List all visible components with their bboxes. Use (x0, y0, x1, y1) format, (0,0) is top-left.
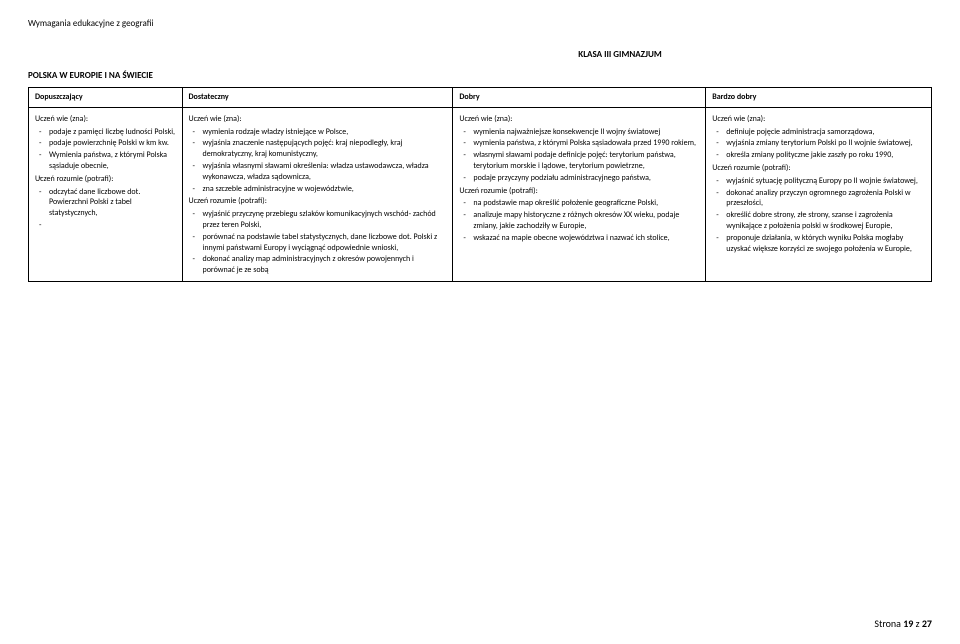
footer-prefix: Strona (874, 617, 903, 630)
wie-list: wymienia najważniejsze konsekwencje II w… (459, 127, 699, 184)
list-item: określić dobre strony, złe strony, szans… (712, 210, 925, 232)
cell-bardzo-dobry: Uczeń wie (zna): definiuje pojęcie admin… (706, 107, 932, 281)
rozumie-list: na podstawie map określić położenie geog… (459, 198, 699, 243)
list-item: dokonać analizy przyczyn ogromnego zagro… (712, 188, 925, 210)
cell-dostateczny: Uczeń wie (zna): wymienia rodzaje władzy… (182, 107, 453, 281)
wie-list: wymienia rodzaje władzy istniejące w Pol… (189, 127, 447, 195)
list-item: wymienia najważniejsze konsekwencje II w… (459, 127, 699, 138)
klasa-title: KLASA III GIMNAZJUM (308, 49, 932, 60)
list-item: własnymi sławami podaje definicje pojęć:… (459, 150, 699, 172)
footer-page-num: 19 (903, 617, 913, 630)
list-item: analizuje mapy historyczne z różnych okr… (459, 210, 699, 232)
rozumie-list: odczytać dane liczbowe dot. Powierzchni … (35, 187, 176, 219)
list-item: wyjaśnić przyczynę przebiegu szlaków kom… (189, 209, 447, 231)
list-item: Wymienia państwa, z którymi Polska sąsia… (35, 150, 176, 172)
rozumie-list: wyjaśnić przyczynę przebiegu szlaków kom… (189, 209, 447, 276)
section-title: POLSKA W EUROPIE I NA ŚWIECIE (28, 70, 932, 81)
footer-page-total: 27 (922, 617, 932, 630)
col-header-dobry: Dobry (453, 88, 706, 108)
rozumie-label: Uczeń rozumie (potrafi): (459, 186, 699, 197)
list-item: wskazać na mapie obecne województwa i na… (459, 233, 699, 244)
col-header-dopuszczajacy: Dopuszczający (29, 88, 183, 108)
rozumie-label: Uczeń rozumie (potrafi): (35, 174, 176, 185)
rozumie-label: Uczeń rozumie (potrafi): (712, 163, 925, 174)
page-footer: Strona 19 z 27 (874, 617, 932, 630)
list-item: podaje powierzchnię Polski w km kw. (35, 138, 176, 149)
wie-label: Uczeń wie (zna): (189, 114, 447, 125)
list-item: podaje z pamięci liczbę ludności Polski, (35, 127, 176, 138)
list-item: wymienia państwa, z którymi Polska sąsia… (459, 138, 699, 149)
footer-mid: z (913, 617, 921, 630)
list-item: określa zmiany polityczne jakie zaszły p… (712, 150, 925, 161)
table-header-row: Dopuszczający Dostateczny Dobry Bardzo d… (29, 88, 932, 108)
list-item: odczytać dane liczbowe dot. Powierzchni … (35, 187, 176, 219)
list-item: zna szczeble administracyjne w województ… (189, 184, 447, 195)
wie-list: definiuje pojęcie administracja samorząd… (712, 127, 925, 161)
cell-dopuszczajacy: Uczeń wie (zna): podaje z pamięci liczbę… (29, 107, 183, 281)
cell-dobry: Uczeń wie (zna): wymienia najważniejsze … (453, 107, 706, 281)
list-item: dokonać analizy map administracyjnych z … (189, 254, 447, 276)
list-item: wyjaśnić sytuację polityczną Europy po I… (712, 176, 925, 187)
doc-header: Wymagania edukacyjne z geografii (28, 18, 932, 29)
list-item: proponuje działania, w których wyniku Po… (712, 233, 925, 255)
wie-label: Uczeń wie (zna): (712, 114, 925, 125)
wie-label: Uczeń wie (zna): (459, 114, 699, 125)
list-item: wyjaśnia znaczenie następujących pojęć: … (189, 138, 447, 160)
list-item: wyjaśnia własnymi sławami określenia: wł… (189, 161, 447, 183)
wie-list: podaje z pamięci liczbę ludności Polski,… (35, 127, 176, 172)
list-item: wyjaśnia zmiany terytorium Polski po II … (712, 138, 925, 149)
list-item: podaje przyczyny podziału administracyjn… (459, 173, 699, 184)
page-container: Wymagania edukacyjne z geografii KLASA I… (0, 0, 960, 282)
col-header-dostateczny: Dostateczny (182, 88, 453, 108)
rozumie-list: wyjaśnić sytuację polityczną Europy po I… (712, 176, 925, 255)
rozumie-label: Uczeń rozumie (potrafi): (189, 196, 447, 207)
list-item: wymienia rodzaje władzy istniejące w Pol… (189, 127, 447, 138)
list-item: porównać na podstawie tabel statystyczny… (189, 232, 447, 254)
list-item: definiuje pojęcie administracja samorząd… (712, 127, 925, 138)
requirements-table: Dopuszczający Dostateczny Dobry Bardzo d… (28, 87, 932, 282)
table-row: Uczeń wie (zna): podaje z pamięci liczbę… (29, 107, 932, 281)
list-item: na podstawie map określić położenie geog… (459, 198, 699, 209)
wie-label: Uczeń wie (zna): (35, 114, 176, 125)
col-header-bardzo-dobry: Bardzo dobry (706, 88, 932, 108)
